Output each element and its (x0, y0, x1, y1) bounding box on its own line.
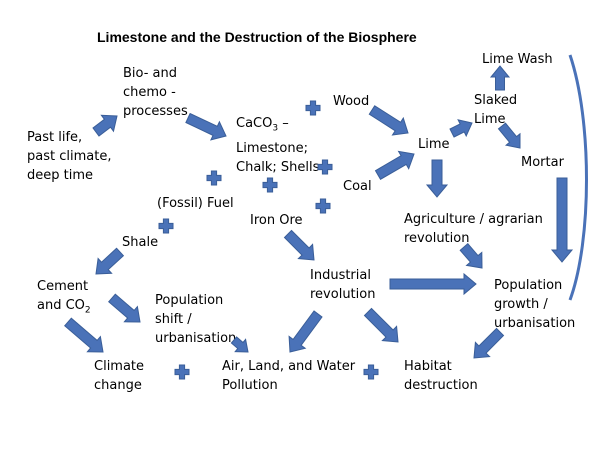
plus-icon-pollution-habitat (363, 364, 379, 380)
plus-icon-coal-top (317, 159, 333, 175)
arrow-lime-to-slaked (449, 119, 473, 138)
node-habitat-destruction: Habitat destruction (404, 359, 478, 393)
arrow-ironore-to-industrial (283, 229, 315, 261)
node-past-life: Past life, past climate, deep time (27, 130, 112, 183)
arrow-population-to-habitat (473, 327, 505, 359)
node-limestone: CaCO3 – Limestone; Chalk; Shells (236, 114, 319, 177)
arrow-industrial-to-population (389, 272, 477, 296)
arrow-wood-to-lime (368, 105, 409, 136)
diagram-title: Limestone and the Destruction of the Bio… (97, 29, 417, 45)
node-slaked-lime: Slaked Lime (474, 93, 518, 127)
arrow-lime-to-agriculture (425, 159, 449, 198)
node-agriculture: Agriculture / agrarian revolution (404, 212, 543, 246)
plus-icon-wood (305, 100, 321, 116)
node-mortar: Mortar (521, 155, 564, 170)
limestone-subscript: 3 (272, 123, 279, 134)
arrow-coal-to-lime (374, 150, 415, 180)
node-lime: Lime (418, 137, 450, 152)
arrow-popshift-to-pollution (230, 336, 249, 353)
node-population-growth: Population growth / urbanisation (494, 278, 576, 331)
node-bio-chemo-processes: Bio- and chemo - processes (123, 66, 188, 119)
arrow-mortar-to-population (550, 177, 574, 263)
node-wood: Wood (333, 94, 370, 109)
arrow-cement-to-popshift (107, 293, 141, 323)
arrow-agriculture-to-population (459, 242, 483, 269)
node-fossil-fuel: (Fossil) Fuel (157, 196, 234, 211)
node-pollution: Air, Land, and Water Pollution (222, 359, 356, 393)
arrow-pastlife-to-bio (92, 114, 118, 137)
arrow-group (63, 65, 574, 359)
node-coal: Coal (343, 179, 372, 194)
plus-icon-climate-pollution (174, 364, 190, 380)
arrow-bio-to-limestone (185, 112, 227, 141)
arrow-cement-to-climate (63, 317, 104, 353)
node-iron-ore: Iron Ore (250, 213, 303, 228)
arrow-shale-to-cement (95, 247, 125, 275)
arrow-slaked-to-limewash (489, 65, 511, 91)
plus-icon-fuel-left (206, 170, 222, 186)
cement-text: Cement and CO (37, 279, 89, 313)
cement-subscript: 2 (84, 305, 91, 316)
limestone-formula: CaCO (236, 116, 273, 131)
arrow-industrial-to-pollution (288, 310, 323, 353)
node-lime-wash: Lime Wash (482, 52, 553, 67)
node-climate-change: Climate change (94, 359, 145, 393)
plus-icon-coal-bottom (315, 198, 331, 214)
plus-group (158, 100, 379, 380)
plus-icon-fuel-mid (262, 177, 278, 193)
arrow-industrial-to-habitat (363, 307, 399, 343)
feedback-bracket (568, 54, 588, 301)
limestone-names: – Limestone; Chalk; Shells (236, 116, 320, 175)
node-cement: Cement and CO2 (37, 277, 91, 321)
arrow-slaked-to-mortar (497, 122, 521, 149)
node-population-shift: Population shift / urbanisation (155, 293, 237, 346)
node-shale: Shale (122, 235, 159, 250)
plus-icon-shale (158, 218, 174, 234)
node-industrial-revolution: Industrial revolution (310, 268, 376, 302)
